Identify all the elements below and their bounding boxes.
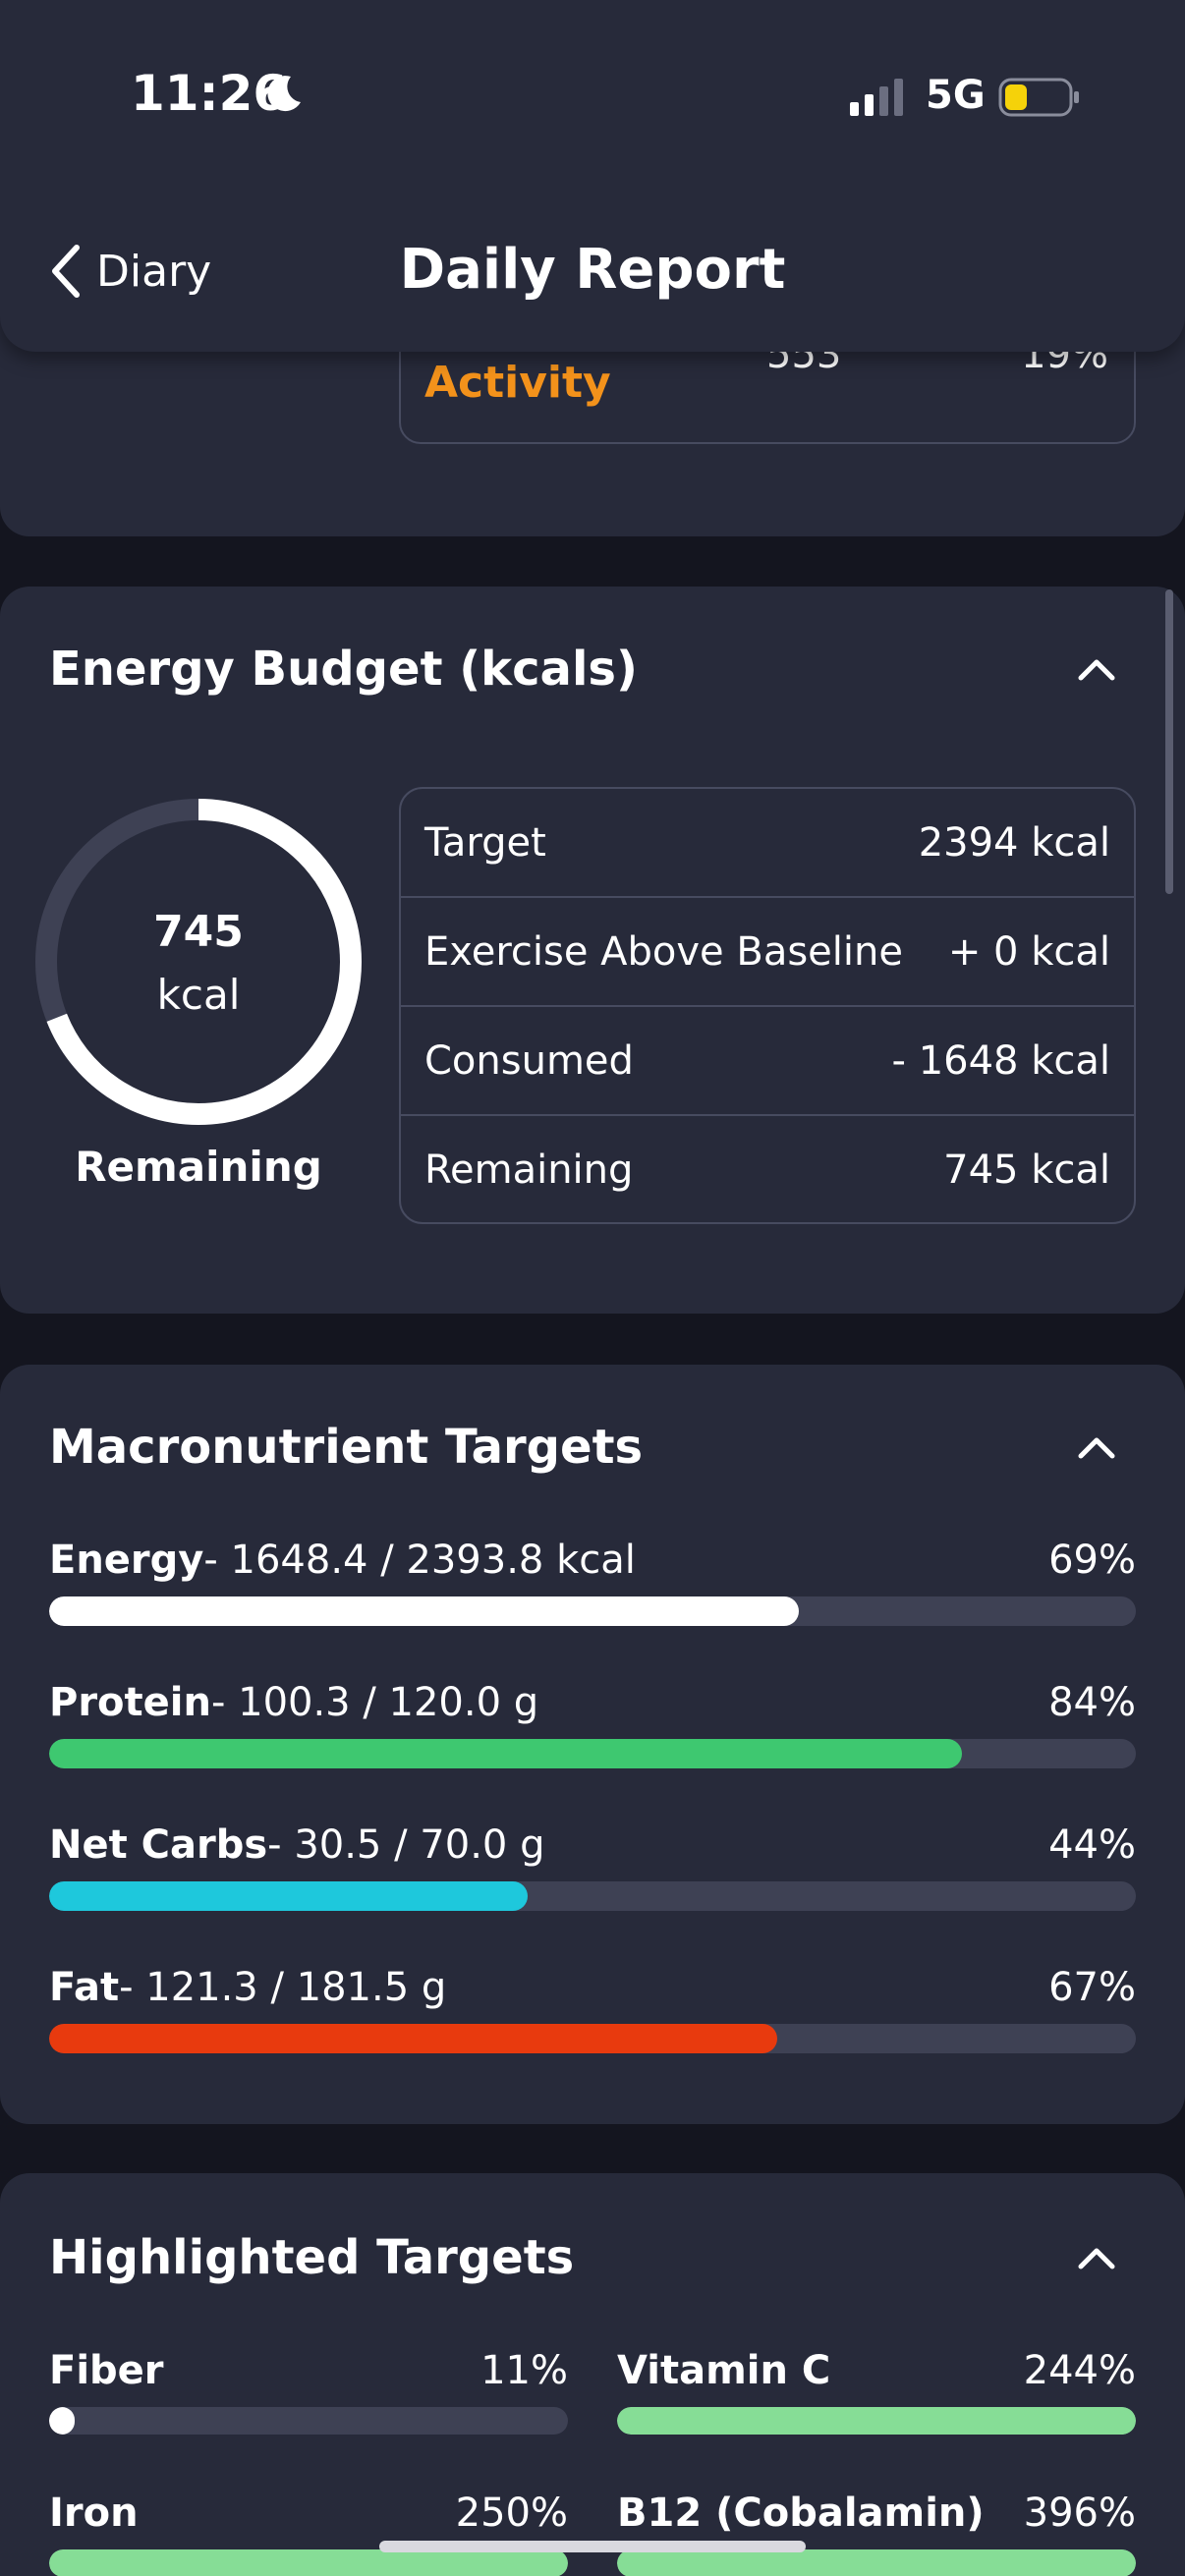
macro-fill: [49, 1596, 800, 1626]
target-percent: 250%: [455, 2491, 568, 2536]
activity-label: Activity: [424, 358, 611, 408]
budget-label: Exercise Above Baseline: [424, 929, 903, 975]
target-name: Fiber: [49, 2348, 164, 2393]
target-percent: 396%: [1023, 2491, 1136, 2536]
target-fill: [617, 2549, 1136, 2576]
macro-net-carbs: Net Carbs- 30.5 / 70.0 g 44%: [49, 1822, 1136, 1921]
budget-row-target: Target 2394 kcal: [401, 789, 1134, 898]
moon-icon: [267, 76, 301, 112]
target-track: [617, 2549, 1136, 2576]
budget-label: Remaining: [424, 1148, 634, 1193]
ring-value: 745: [153, 907, 244, 957]
macro-fat: Fat- 121.3 / 181.5 g 67%: [49, 1965, 1136, 2063]
budget-label: Target: [424, 820, 546, 866]
target-name: B12 (Cobalamin): [617, 2491, 985, 2536]
macro-protein: Protein- 100.3 / 120.0 g 84%: [49, 1680, 1136, 1778]
macro-fill: [49, 2024, 778, 2053]
macro-name: Protein: [49, 1680, 211, 1725]
nav-header: 11:26 5G Diary Daily Report: [0, 0, 1185, 352]
back-label: Diary: [96, 246, 212, 297]
target-vitamin-c: Vitamin C 244%: [617, 2348, 1136, 2436]
macro-percent: 69%: [1048, 1538, 1136, 1583]
macro-percent: 67%: [1048, 1965, 1136, 2010]
highlighted-targets-card: [0, 2173, 1185, 2576]
signal-icon: [850, 79, 903, 116]
chevron-up-icon[interactable]: [1075, 2237, 1118, 2280]
target-iron: Iron 250%: [49, 2491, 568, 2576]
macro-detail: - 30.5 / 70.0 g: [267, 1822, 545, 1868]
scrollbar[interactable]: [1165, 589, 1173, 894]
chevron-up-icon[interactable]: [1075, 648, 1118, 692]
macro-fill: [49, 1739, 963, 1768]
target-name: Iron: [49, 2491, 139, 2536]
target-track: [49, 2549, 568, 2576]
target-percent: 11%: [480, 2348, 568, 2393]
target-track: [617, 2407, 1136, 2435]
energy-budget-table: Target 2394 kcal Exercise Above Baseline…: [399, 787, 1136, 1224]
macro-energy: Energy- 1648.4 / 2393.8 kcal 69%: [49, 1538, 1136, 1636]
battery-icon: [998, 78, 1079, 117]
back-button[interactable]: Diary: [49, 239, 211, 304]
budget-value: 745 kcal: [943, 1148, 1110, 1193]
budget-value: - 1648 kcal: [891, 1038, 1110, 1084]
budget-row-exercise: Exercise Above Baseline + 0 kcal: [401, 898, 1134, 1007]
macro-percent: 44%: [1048, 1822, 1136, 1868]
budget-value: 2394 kcal: [918, 820, 1110, 866]
target-fill: [49, 2407, 76, 2435]
budget-label: Consumed: [424, 1038, 634, 1084]
macro-name: Net Carbs: [49, 1822, 268, 1868]
target-fill: [617, 2407, 1136, 2435]
macro-name: Fat: [49, 1965, 120, 2010]
budget-row-remaining: Remaining 745 kcal: [401, 1116, 1134, 1222]
home-indicator[interactable]: [379, 2541, 806, 2552]
target-b12: B12 (Cobalamin) 396%: [617, 2491, 1136, 2576]
macro-detail: - 100.3 / 120.0 g: [210, 1680, 539, 1725]
macro-name: Energy: [49, 1538, 204, 1583]
macro-detail: - 1648.4 / 2393.8 kcal: [203, 1538, 636, 1583]
macro-track: [49, 1739, 1136, 1768]
macro-track: [49, 1596, 1136, 1626]
ring-unit: kcal: [156, 971, 241, 1019]
energy-budget-title[interactable]: Energy Budget (kcals): [49, 642, 638, 697]
ring-label: Remaining: [75, 1143, 322, 1191]
chevron-up-icon[interactable]: [1075, 1427, 1118, 1470]
remaining-ring: [35, 799, 362, 1125]
macro-percent: 84%: [1048, 1680, 1136, 1725]
macro-track: [49, 1881, 1136, 1911]
macro-detail: - 121.3 / 181.5 g: [119, 1965, 447, 2010]
target-name: Vitamin C: [617, 2348, 831, 2393]
target-fill: [49, 2549, 568, 2576]
page-title: Daily Report: [399, 238, 786, 302]
network-label: 5G: [926, 73, 986, 118]
chevron-left-icon: [52, 245, 80, 298]
highlighted-targets-title[interactable]: Highlighted Targets: [49, 2230, 575, 2285]
budget-row-consumed: Consumed - 1648 kcal: [401, 1007, 1134, 1116]
target-track: [49, 2407, 568, 2435]
remaining-ring-arc: [35, 799, 362, 1125]
macro-track: [49, 2024, 1136, 2053]
status-time: 11:26: [131, 65, 288, 122]
budget-value: + 0 kcal: [947, 929, 1110, 975]
target-fiber: Fiber 11%: [49, 2348, 568, 2436]
macronutrient-targets-title[interactable]: Macronutrient Targets: [49, 1420, 644, 1475]
macro-fill: [49, 1881, 528, 1911]
energy-budget-card: [0, 587, 1185, 1314]
target-percent: 244%: [1023, 2348, 1136, 2393]
